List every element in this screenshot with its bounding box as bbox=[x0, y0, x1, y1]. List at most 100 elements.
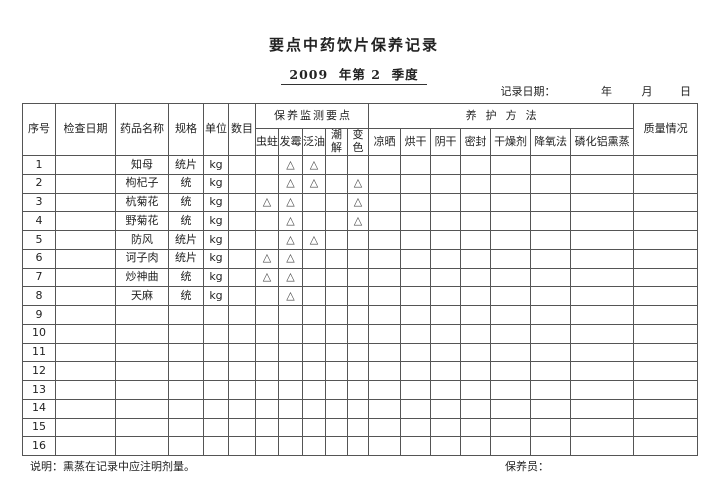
care-mark-cell bbox=[368, 267, 402, 288]
inspect-date-cell bbox=[55, 417, 116, 438]
quality-cell bbox=[633, 398, 699, 419]
record-date-month: 月 bbox=[641, 85, 653, 98]
spec-cell: 统片 bbox=[168, 155, 204, 175]
care-mark-cell bbox=[530, 286, 572, 306]
care-mark-cell bbox=[570, 361, 635, 381]
record-date-label: 记录日期： bbox=[500, 85, 556, 98]
spec-cell bbox=[168, 361, 204, 381]
care-mark-cell bbox=[430, 248, 462, 269]
care-mark-cell bbox=[368, 436, 402, 456]
monitor-mark-cell: △ bbox=[278, 155, 303, 175]
monitor-mark-cell bbox=[302, 342, 326, 363]
care-mark-cell bbox=[530, 192, 572, 213]
care-mark-cell bbox=[400, 248, 432, 269]
care-mark-cell bbox=[400, 267, 432, 288]
care-mark-cell bbox=[430, 267, 462, 288]
qty-cell bbox=[228, 398, 256, 419]
quality-cell bbox=[633, 286, 699, 306]
qty-cell bbox=[228, 192, 256, 213]
monitor-mark-cell bbox=[346, 361, 370, 381]
monitor-mark-cell: △ bbox=[346, 173, 370, 194]
header-care-desiccant: 干燥剂 bbox=[490, 128, 532, 156]
monitor-mark-cell bbox=[255, 286, 279, 306]
care-mark-cell bbox=[460, 267, 492, 288]
monitor-mark-cell bbox=[302, 192, 326, 213]
care-mark-cell bbox=[368, 155, 402, 175]
seq-cell: 7 bbox=[22, 267, 56, 288]
spec-cell bbox=[168, 417, 204, 438]
monitor-mark-cell bbox=[325, 211, 348, 231]
qty-cell bbox=[228, 173, 256, 194]
monitor-mark-cell bbox=[278, 380, 303, 400]
care-mark-cell bbox=[430, 398, 462, 419]
monitor-mark-cell: △ bbox=[302, 155, 326, 175]
monitor-mark-cell bbox=[255, 211, 279, 231]
care-mark-cell bbox=[490, 286, 532, 306]
monitor-mark-cell bbox=[255, 323, 279, 344]
monitor-mark-cell bbox=[255, 361, 279, 381]
monitor-mark-cell bbox=[346, 305, 370, 325]
care-mark-cell bbox=[570, 417, 635, 438]
unit-cell: kg bbox=[203, 286, 229, 306]
table-row: 12 bbox=[22, 361, 699, 381]
care-mark-cell bbox=[570, 305, 635, 325]
header-monitor-oil: 泛油 bbox=[302, 128, 326, 156]
header-care-oven-dry: 烘干 bbox=[400, 128, 432, 156]
header-monitor-mildew: 发霉 bbox=[278, 128, 303, 156]
monitor-mark-cell bbox=[302, 323, 326, 344]
care-mark-cell bbox=[430, 380, 462, 400]
quality-cell bbox=[633, 436, 699, 456]
inspect-date-cell bbox=[55, 380, 116, 400]
care-mark-cell bbox=[400, 305, 432, 325]
care-mark-cell bbox=[530, 436, 572, 456]
care-mark-cell bbox=[400, 173, 432, 194]
care-mark-cell bbox=[368, 211, 402, 231]
care-mark-cell bbox=[460, 323, 492, 344]
table-row: 10 bbox=[22, 323, 699, 344]
header-spec: 规格 bbox=[168, 103, 204, 156]
care-mark-cell bbox=[530, 380, 572, 400]
inspect-date-cell bbox=[55, 398, 116, 419]
unit-cell: kg bbox=[203, 192, 229, 213]
quality-cell bbox=[633, 248, 699, 269]
care-mark-cell bbox=[490, 417, 532, 438]
quality-cell bbox=[633, 155, 699, 175]
page-title: 要点中药饮片保养记录 bbox=[268, 36, 439, 54]
monitor-mark-cell bbox=[325, 380, 348, 400]
monitor-mark-cell: △ bbox=[302, 173, 326, 194]
spec-cell bbox=[168, 323, 204, 344]
care-mark-cell bbox=[400, 342, 432, 363]
care-mark-cell bbox=[400, 211, 432, 231]
care-mark-cell bbox=[530, 305, 572, 325]
monitor-mark-cell bbox=[325, 192, 348, 213]
care-mark-cell bbox=[368, 380, 402, 400]
table-row: 13 bbox=[22, 380, 699, 400]
monitor-mark-cell bbox=[255, 417, 279, 438]
care-mark-cell bbox=[430, 211, 462, 231]
unit-cell: kg bbox=[203, 155, 229, 175]
care-mark-cell bbox=[400, 323, 432, 344]
monitor-mark-cell bbox=[255, 155, 279, 175]
quality-cell bbox=[633, 417, 699, 438]
seq-cell: 14 bbox=[22, 398, 56, 419]
quality-cell bbox=[633, 192, 699, 213]
monitor-mark-cell bbox=[346, 230, 370, 250]
care-mark-cell bbox=[530, 398, 572, 419]
qty-cell bbox=[228, 211, 256, 231]
monitor-mark-cell bbox=[302, 398, 326, 419]
care-mark-cell bbox=[460, 230, 492, 250]
care-mark-cell bbox=[570, 173, 635, 194]
spec-cell bbox=[168, 436, 204, 456]
seq-cell: 12 bbox=[22, 361, 56, 381]
drug-name-cell: 知母 bbox=[115, 155, 169, 175]
inspect-date-cell bbox=[55, 342, 116, 363]
monitor-mark-cell: △ bbox=[278, 286, 303, 306]
table-header: 序号 检查日期 药品名称 规格 单位 数目 保养监测要点 养护方法 质量情况 虫… bbox=[22, 103, 699, 156]
spec-cell bbox=[168, 342, 204, 363]
care-mark-cell bbox=[490, 305, 532, 325]
care-mark-cell bbox=[570, 267, 635, 288]
care-mark-cell bbox=[460, 398, 492, 419]
monitor-mark-cell bbox=[346, 398, 370, 419]
unit-cell: kg bbox=[203, 211, 229, 231]
